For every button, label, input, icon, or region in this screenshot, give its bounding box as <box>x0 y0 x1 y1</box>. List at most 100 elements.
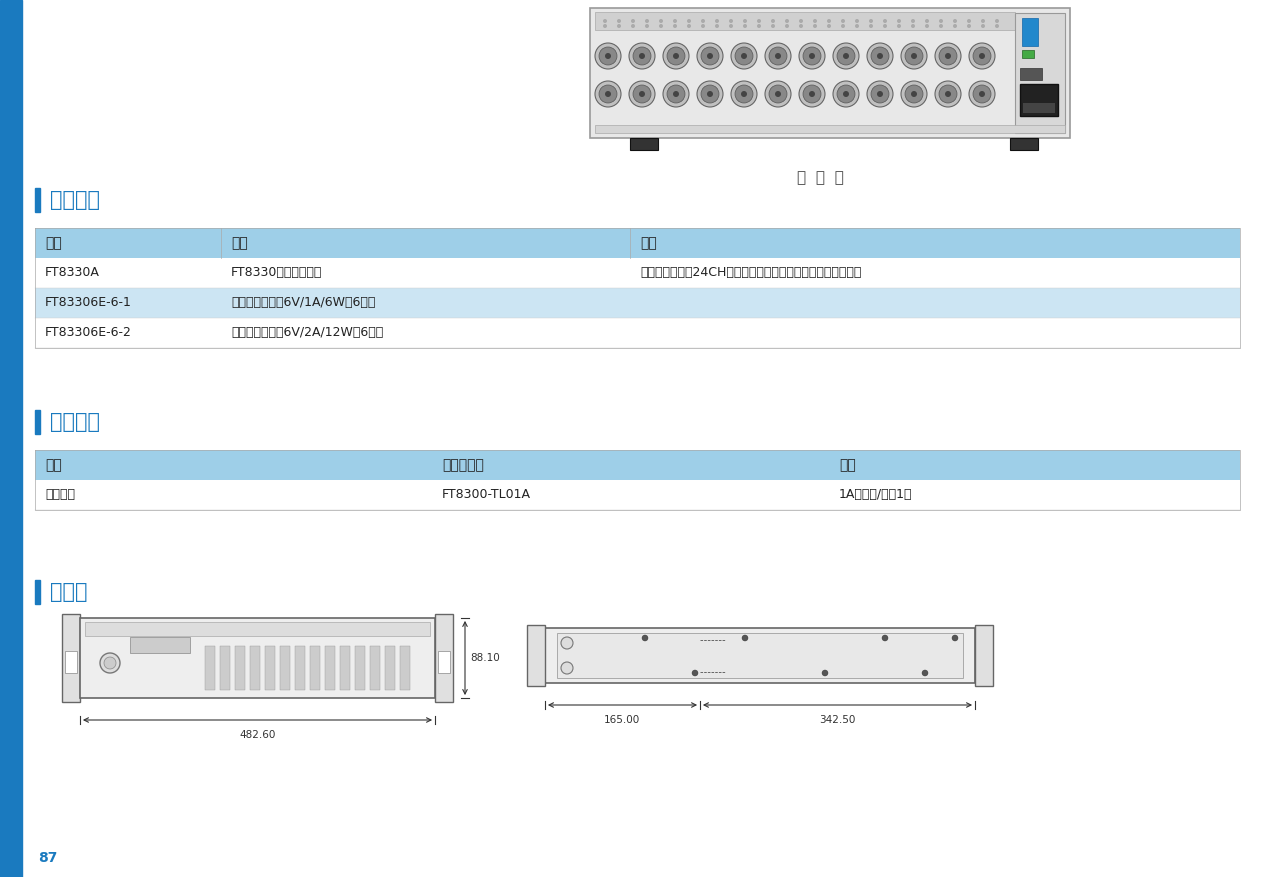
Bar <box>400 646 410 690</box>
Circle shape <box>882 635 888 641</box>
Circle shape <box>953 24 957 28</box>
Text: 订购信息: 订购信息 <box>50 190 99 210</box>
Circle shape <box>631 19 634 23</box>
Bar <box>34 580 39 604</box>
Circle shape <box>868 81 893 107</box>
Circle shape <box>629 81 655 107</box>
Circle shape <box>973 47 991 65</box>
Bar <box>130 637 190 653</box>
Circle shape <box>735 47 753 65</box>
Bar <box>34 288 1240 318</box>
Bar <box>0 0 22 877</box>
Circle shape <box>633 47 651 65</box>
Circle shape <box>603 24 606 28</box>
Circle shape <box>877 91 883 97</box>
Circle shape <box>869 24 873 28</box>
Text: FT83306E-6-2: FT83306E-6-2 <box>45 326 132 339</box>
Circle shape <box>775 91 781 97</box>
Circle shape <box>645 24 648 28</box>
Text: 规格: 规格 <box>231 236 247 250</box>
Circle shape <box>673 24 676 28</box>
Bar <box>265 646 275 690</box>
Circle shape <box>769 85 787 103</box>
Bar <box>34 228 1240 258</box>
Circle shape <box>645 19 648 23</box>
Circle shape <box>659 19 662 23</box>
Circle shape <box>995 19 999 23</box>
Circle shape <box>868 43 893 69</box>
Bar <box>434 614 454 702</box>
Circle shape <box>939 85 957 103</box>
Bar <box>34 258 1240 288</box>
Text: 测试电线: 测试电线 <box>45 488 75 502</box>
Circle shape <box>841 19 845 23</box>
Circle shape <box>640 91 645 97</box>
Circle shape <box>785 24 789 28</box>
Text: 尺寸图: 尺寸图 <box>50 582 88 602</box>
Bar <box>355 646 364 690</box>
Bar <box>1020 68 1042 80</box>
Circle shape <box>897 19 901 23</box>
Bar <box>369 646 380 690</box>
Circle shape <box>833 81 859 107</box>
Circle shape <box>925 19 929 23</box>
Circle shape <box>939 47 957 65</box>
Bar <box>62 614 80 702</box>
Circle shape <box>925 24 929 28</box>
Bar <box>1023 103 1055 113</box>
Circle shape <box>741 635 748 641</box>
Bar <box>557 633 963 678</box>
Bar <box>1015 13 1065 133</box>
Circle shape <box>901 81 927 107</box>
Circle shape <box>935 81 961 107</box>
Circle shape <box>731 81 757 107</box>
Bar <box>234 646 245 690</box>
Circle shape <box>743 19 747 23</box>
Circle shape <box>659 24 662 28</box>
Bar <box>1022 18 1038 46</box>
Bar <box>250 646 260 690</box>
Circle shape <box>911 19 915 23</box>
Bar <box>296 646 304 690</box>
Bar <box>340 646 350 690</box>
Bar <box>1010 138 1038 150</box>
Circle shape <box>809 53 815 59</box>
Bar <box>325 646 335 690</box>
Circle shape <box>813 24 817 28</box>
Circle shape <box>775 53 781 59</box>
Circle shape <box>813 19 817 23</box>
Circle shape <box>561 637 573 649</box>
Circle shape <box>605 91 612 97</box>
Circle shape <box>617 19 620 23</box>
Bar <box>1020 84 1057 116</box>
Circle shape <box>799 43 826 69</box>
Circle shape <box>642 635 648 641</box>
Circle shape <box>822 670 828 676</box>
Circle shape <box>631 24 634 28</box>
Circle shape <box>99 653 120 673</box>
Text: FT83306E-6-1: FT83306E-6-1 <box>45 296 132 310</box>
Circle shape <box>629 43 655 69</box>
Circle shape <box>967 24 971 28</box>
Circle shape <box>707 53 713 59</box>
Circle shape <box>757 24 761 28</box>
Bar <box>595 12 1015 30</box>
Text: 多通道电源模兤6V/2A/12W，6通道: 多通道电源模兤6V/2A/12W，6通道 <box>231 326 383 339</box>
Circle shape <box>981 24 985 28</box>
Text: FT8330A: FT8330A <box>45 267 99 280</box>
Circle shape <box>757 19 761 23</box>
Bar <box>34 410 39 434</box>
Circle shape <box>697 81 724 107</box>
Circle shape <box>595 81 620 107</box>
Text: 44.40: 44.40 <box>735 651 764 661</box>
Circle shape <box>701 47 719 65</box>
Circle shape <box>837 47 855 65</box>
Circle shape <box>799 24 803 28</box>
Circle shape <box>827 19 831 23</box>
Circle shape <box>841 24 845 28</box>
Circle shape <box>901 43 927 69</box>
Bar <box>590 8 1070 138</box>
Text: 165.00: 165.00 <box>604 715 640 725</box>
Circle shape <box>605 53 612 59</box>
Text: 87: 87 <box>38 851 57 865</box>
